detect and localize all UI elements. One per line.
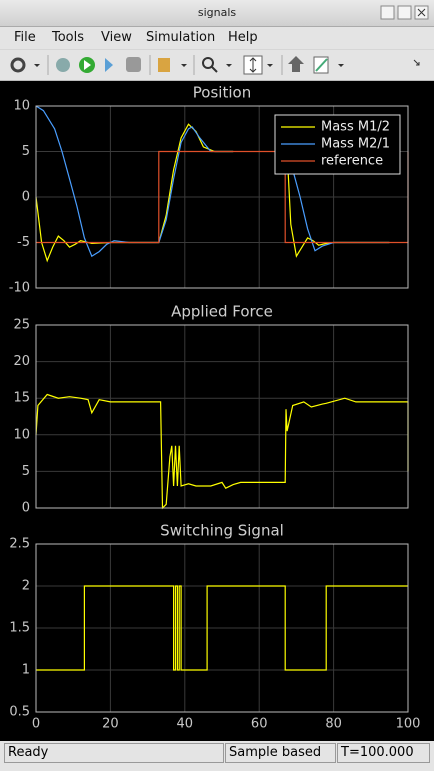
plot-title: Switching Signal bbox=[160, 522, 284, 540]
toolbar-icons[interactable] bbox=[0, 50, 434, 80]
menu-item[interactable]: Help bbox=[228, 30, 258, 45]
x-tick-label: 100 bbox=[396, 717, 421, 732]
plot-area bbox=[36, 325, 408, 508]
x-tick-label: 80 bbox=[325, 717, 342, 732]
y-tick-label: 2 bbox=[22, 579, 30, 594]
window-title: signals bbox=[197, 6, 237, 19]
series-line bbox=[36, 585, 408, 671]
legend-label: Mass M2/1 bbox=[321, 137, 390, 152]
axes-box bbox=[35, 105, 409, 289]
y-tick-label: 5 bbox=[22, 464, 30, 479]
axes-box bbox=[35, 324, 409, 509]
y-tick-label: -10 bbox=[9, 281, 30, 296]
status-bar: Ready Sample based T=100.000 bbox=[0, 741, 434, 771]
legend: Mass M1/2 Mass M2/1 reference bbox=[274, 114, 401, 175]
y-tick-label: 1.5 bbox=[9, 621, 30, 636]
x-tick-label: 0 bbox=[32, 717, 40, 732]
y-tick-label: 20 bbox=[13, 354, 30, 369]
x-tick-label: 40 bbox=[177, 717, 194, 732]
toolbar bbox=[0, 50, 434, 81]
y-tick-label: 0 bbox=[22, 190, 30, 205]
y-tick-label: 0.5 bbox=[9, 705, 30, 720]
x-tick-label: 60 bbox=[251, 717, 268, 732]
status-time: T=100.000 bbox=[337, 743, 430, 763]
x-tick-label: 20 bbox=[102, 717, 119, 732]
y-tick-label: 2.5 bbox=[9, 537, 30, 552]
title-bar: signals bbox=[0, 0, 434, 27]
status-mode: Sample based bbox=[225, 743, 336, 763]
window-buttons[interactable] bbox=[380, 5, 430, 21]
menu-item[interactable]: Tools bbox=[52, 30, 85, 45]
axes-box bbox=[35, 543, 409, 713]
menu-item[interactable]: View bbox=[101, 30, 132, 45]
y-tick-label: 1 bbox=[22, 663, 30, 678]
y-tick-label: 5 bbox=[22, 144, 30, 159]
legend-label: reference bbox=[321, 154, 383, 169]
y-tick-label: 0 bbox=[22, 501, 30, 516]
plot-title: Position bbox=[193, 84, 251, 102]
legend-label: Mass M1/2 bbox=[321, 120, 390, 135]
y-tick-label: 25 bbox=[13, 318, 30, 333]
menu-item[interactable]: File bbox=[14, 30, 36, 45]
plot-title: Applied Force bbox=[171, 303, 273, 321]
y-tick-label: 10 bbox=[13, 99, 30, 114]
menu-item[interactable]: Simulation bbox=[146, 30, 216, 45]
series-line bbox=[35, 393, 409, 510]
y-tick-label: -5 bbox=[17, 235, 30, 250]
status-state: Ready bbox=[4, 743, 224, 763]
y-tick-label: 15 bbox=[13, 391, 30, 406]
menu-bar: File Tools View Simulation Help bbox=[0, 27, 434, 49]
y-tick-label: 10 bbox=[13, 427, 30, 442]
